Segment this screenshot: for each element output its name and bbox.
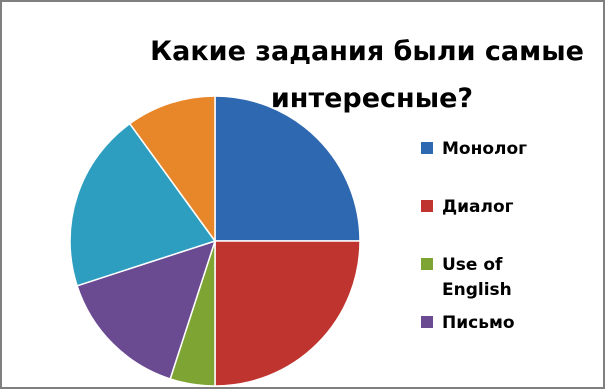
chart-title-line-1: Какие задания были самые <box>150 36 584 67</box>
legend-swatch-4 <box>421 316 433 328</box>
pie-slice-1 <box>214 95 361 242</box>
legend-swatch-3 <box>421 258 433 270</box>
legend-swatch-1 <box>421 142 433 154</box>
chart-title-line-2: интересные? <box>271 83 473 114</box>
pie-slice-4 <box>76 239 217 380</box>
pie-slice-5 <box>69 122 217 287</box>
chart-legend: Монолог Диалог Use of English Письмо <box>421 139 527 333</box>
chart-title: Какие задания были самые интересные? <box>150 36 584 114</box>
pie-slice-6 <box>128 95 216 244</box>
legend-label-1: Монолог <box>442 139 527 159</box>
legend-label-2: Диалог <box>442 197 514 217</box>
legend-label-4: Письмо <box>442 313 515 333</box>
pie-slice-2 <box>214 240 361 387</box>
legend-label-3-line-2: English <box>442 280 512 300</box>
legend-label-3-line-1: Use of <box>442 255 503 275</box>
legend-swatch-2 <box>421 200 433 212</box>
pie-slices <box>69 95 361 387</box>
